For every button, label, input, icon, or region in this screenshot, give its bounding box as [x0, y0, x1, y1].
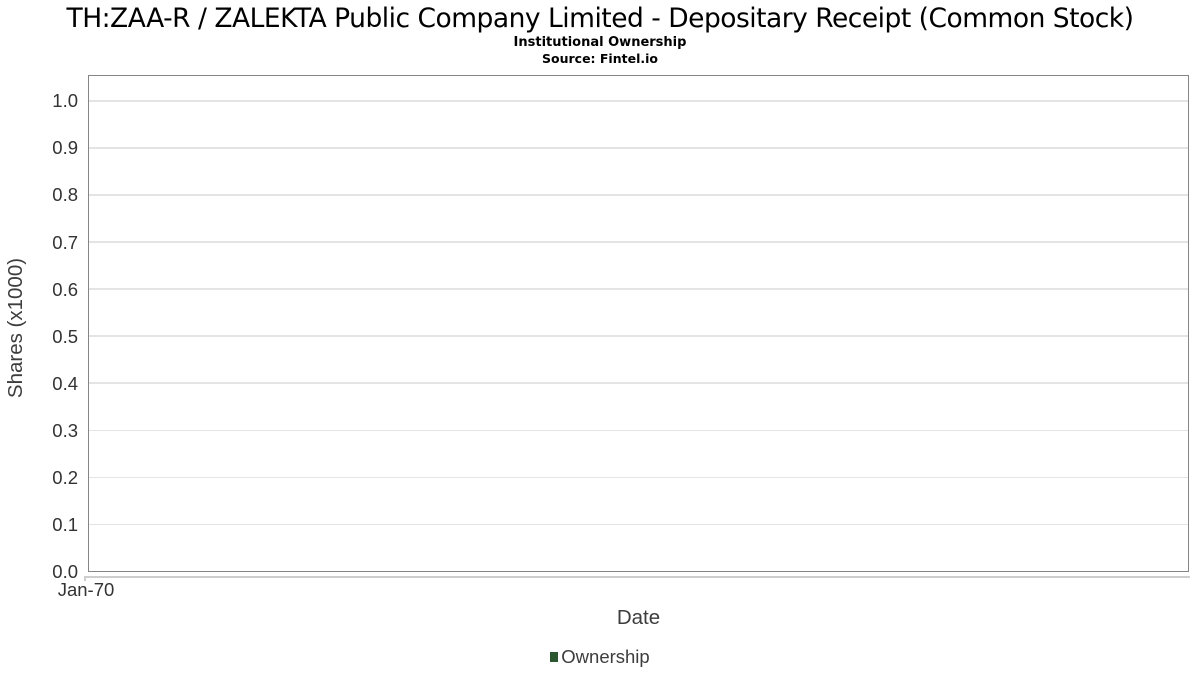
- x-axis-line: [84, 576, 1190, 578]
- legend-item-ownership[interactable]: Ownership: [0, 646, 1200, 668]
- x-axis-tick-mark: [84, 576, 86, 581]
- gridline-y-0.4: [89, 382, 1188, 384]
- y-tick-label-0.6: 0.6: [52, 278, 78, 300]
- gridline-y-0.9: [89, 147, 1188, 149]
- legend-label: Ownership: [561, 646, 650, 667]
- chart-subtitle: Institutional Ownership: [513, 35, 687, 50]
- gridline-y-0.7: [89, 241, 1188, 243]
- gridline-y-0.2: [89, 476, 1188, 479]
- gridline-y-0.3: [89, 429, 1188, 432]
- y-tick-label-0.8: 0.8: [52, 184, 78, 206]
- y-tick-label-0.4: 0.4: [52, 372, 78, 394]
- legend-marker-icon: [550, 652, 559, 662]
- y-tick-label-0.2: 0.2: [52, 466, 78, 488]
- y-tick-label-1.0: 1.0: [52, 90, 78, 112]
- gridline-y-0.1: [89, 523, 1188, 526]
- gridline-y-0.6: [89, 288, 1188, 290]
- plot-area: [88, 75, 1189, 572]
- y-tick-label-0.9: 0.9: [52, 137, 78, 159]
- y-tick-label-0.5: 0.5: [52, 325, 78, 347]
- x-tick-jan-70: Jan-70: [57, 579, 115, 600]
- gridline-y-0.5: [89, 335, 1188, 337]
- gridline-y-0.8: [89, 194, 1188, 196]
- y-tick-label-0.3: 0.3: [52, 419, 78, 441]
- chart-source-credit: Source: Fintel.io: [542, 51, 658, 66]
- chart-title: TH:ZAA-R / ZALEKTA Public Company Limite…: [66, 3, 1134, 34]
- x-axis-label: Date: [616, 606, 661, 629]
- gridline-y-1.0: [89, 100, 1188, 102]
- y-tick-label-0.0: 0.0: [52, 561, 78, 582]
- y-tick-label-0.7: 0.7: [52, 231, 78, 253]
- y-tick-label-0.1: 0.1: [52, 513, 78, 535]
